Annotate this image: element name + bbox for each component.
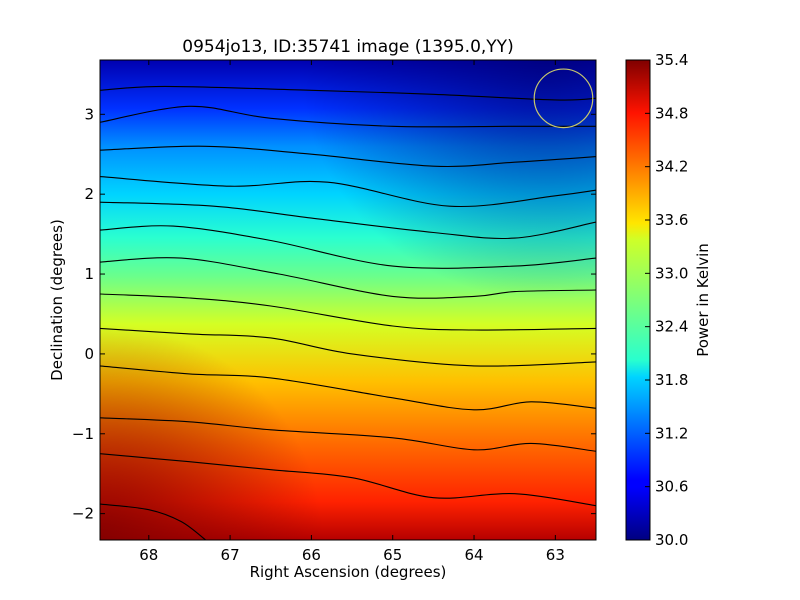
x-axis: 68 67 66 65 64 63 <box>139 60 565 564</box>
contour-line <box>100 105 596 128</box>
y-axis: −2 −1 0 1 2 3 <box>72 105 596 523</box>
contour-line <box>100 293 596 331</box>
y-tick-label: 3 <box>84 105 94 123</box>
plot-frame <box>99 59 597 541</box>
contour-line <box>100 176 596 208</box>
colorbar-tick-label: 33.6 <box>655 211 688 229</box>
contour-line <box>100 201 596 240</box>
heatmap-field <box>100 60 596 540</box>
y-tick-label: 2 <box>84 185 94 203</box>
colorbar-tick-label: 31.2 <box>655 424 688 442</box>
x-tick-label: 65 <box>383 546 402 564</box>
x-tick-label: 67 <box>221 546 240 564</box>
colorbar-tick-label: 35.4 <box>655 51 688 69</box>
colorbar-tick-label: 34.2 <box>655 158 688 176</box>
y-tick-label: 1 <box>84 265 94 283</box>
contour-line <box>100 257 596 299</box>
colorbar-tick-label: 34.8 <box>655 104 688 122</box>
colorbar-tick-label: 33.0 <box>655 264 688 282</box>
colorbar <box>625 59 651 541</box>
contour-line <box>100 453 596 507</box>
y-tick-label: −1 <box>72 425 94 443</box>
colorbar-tick-label: 31.8 <box>655 371 688 389</box>
contour-line <box>100 85 596 101</box>
colorbar-ticks: 30.0 30.6 31.2 31.8 32.4 33.0 33.6 34.2 34.8 35.4 <box>645 51 688 549</box>
contour-line <box>100 503 207 540</box>
contour-line <box>100 225 596 269</box>
contour-line <box>100 417 596 452</box>
x-tick-label: 66 <box>302 546 321 564</box>
contour-line <box>100 327 596 367</box>
x-tick-label: 63 <box>546 546 565 564</box>
y-tick-label: 0 <box>84 345 94 363</box>
colorbar-tick-label: 30.0 <box>655 531 688 549</box>
chart-title: 0954jo13, ID:35741 image (1395.0,YY) <box>182 37 513 57</box>
x-tick-label: 68 <box>139 546 158 564</box>
contour-lines <box>100 85 596 540</box>
y-tick-label: −2 <box>72 505 94 523</box>
colorbar-label: Power in Kelvin <box>694 243 712 357</box>
contour-line <box>100 145 596 168</box>
colorbar-tick-label: 30.6 <box>655 478 688 496</box>
x-tick-label: 64 <box>464 546 483 564</box>
colorbar-tick-label: 32.4 <box>655 318 688 336</box>
y-axis-label: Declination (degrees) <box>48 219 66 381</box>
x-axis-label: Right Ascension (degrees) <box>250 563 447 581</box>
beam-circle <box>533 68 594 129</box>
contour-line <box>100 365 596 411</box>
